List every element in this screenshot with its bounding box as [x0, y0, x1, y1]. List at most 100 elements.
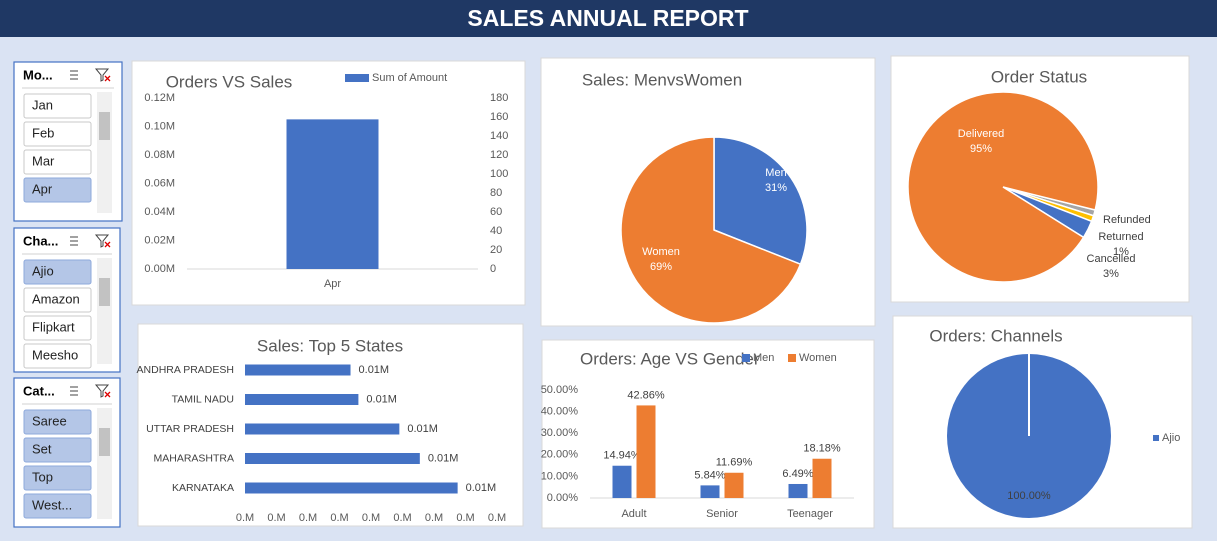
slicer-item-label[interactable]: Top — [32, 469, 53, 484]
slicer-item-label[interactable]: Apr — [32, 181, 53, 196]
y-tick-label: 0.08M — [144, 149, 175, 161]
chart-title: Sales: MenvsWomen — [582, 70, 742, 89]
slicer-item[interactable] — [23, 149, 92, 175]
data-label: 0.01M — [359, 364, 390, 376]
slicer-item[interactable] — [23, 409, 92, 435]
slicer-item[interactable] — [23, 287, 92, 313]
bar — [700, 485, 720, 498]
clear-filter-icon[interactable] — [94, 234, 110, 248]
bar — [245, 482, 458, 494]
data-label: 11.69% — [716, 457, 753, 469]
chart-title: Orders: Age VS Gender — [580, 349, 760, 368]
data-label: 14.94% — [603, 450, 641, 462]
multi-select-icon[interactable] — [70, 386, 78, 396]
slicer-item[interactable] — [23, 465, 92, 491]
slicer-item-label[interactable]: Ajio — [32, 263, 54, 278]
slice-value-label: 95% — [970, 143, 992, 155]
clear-filter-x[interactable] — [104, 241, 111, 248]
slicer-item[interactable] — [23, 493, 92, 519]
bar — [286, 119, 379, 269]
data-label: 18.18% — [803, 443, 841, 455]
y-tick-label: 0.00% — [547, 492, 578, 504]
y2-tick-label: 140 — [490, 130, 508, 142]
data-label: 0.01M — [366, 393, 397, 405]
multi-select-icon[interactable] — [70, 70, 78, 80]
scroll-thumb[interactable] — [99, 112, 110, 140]
slicer-item[interactable] — [23, 259, 92, 285]
x-tick-label: Senior — [706, 508, 738, 520]
slicer-item-label[interactable]: West... — [32, 497, 72, 512]
x-tick-label: 0.M — [362, 512, 380, 524]
slice-category-label: Cancelled — [1087, 253, 1136, 265]
scroll-track — [97, 408, 112, 519]
slicer-item-label[interactable]: Amazon — [32, 291, 80, 306]
bar — [245, 453, 420, 464]
y-tick-label: 0.10M — [144, 120, 175, 132]
slicer-item[interactable] — [23, 93, 92, 119]
x-tick-label: 0.M — [330, 512, 348, 524]
y2-tick-label: 60 — [490, 206, 502, 218]
legend-label: Men — [753, 352, 774, 364]
legend-swatch — [1153, 435, 1159, 441]
bar — [612, 465, 632, 498]
legend-swatch — [742, 354, 750, 362]
data-label: 42.86% — [627, 389, 665, 401]
y-tick-label: 40.00% — [541, 406, 579, 418]
scroll-thumb[interactable] — [99, 278, 110, 306]
x-tick-label: 0.M — [299, 512, 317, 524]
slice-category-label: Delivered — [958, 128, 1004, 140]
y2-tick-label: 120 — [490, 149, 508, 161]
bar — [245, 364, 351, 376]
data-label: 0.01M — [466, 482, 497, 494]
slicer-item-label[interactable]: Set — [32, 441, 52, 456]
scroll-track — [97, 92, 112, 213]
bar — [245, 423, 400, 435]
slicer-item[interactable] — [23, 177, 92, 203]
slicer-item-label[interactable]: Feb — [32, 125, 54, 140]
slicer-item-label[interactable]: Jan — [32, 97, 53, 112]
slicer-item-label[interactable]: Saree — [32, 413, 67, 428]
slicer-item-label[interactable]: Meesho — [32, 347, 78, 362]
slicer-item[interactable] — [23, 437, 92, 463]
clear-filter-x[interactable] — [104, 391, 111, 398]
slicer-item[interactable] — [23, 343, 92, 369]
data-label: 0.01M — [428, 452, 459, 464]
multi-select-icon[interactable] — [70, 236, 78, 246]
chart-title: Orders VS Sales — [166, 72, 293, 91]
y-tick-label: 0.06M — [144, 177, 175, 189]
y2-tick-label: 180 — [490, 92, 508, 104]
slicer-item-label[interactable]: Flipkart — [32, 319, 75, 334]
y-tick-label: 50.00% — [541, 384, 579, 396]
bar — [788, 483, 808, 498]
y2-tick-label: 20 — [490, 244, 502, 256]
clear-filter-icon[interactable] — [94, 384, 110, 398]
header-band — [0, 0, 1217, 37]
data-label: 5.84% — [694, 469, 725, 481]
y2-tick-label: 80 — [490, 187, 502, 199]
y-tick-label: 0.00M — [144, 263, 175, 275]
slicer-item[interactable] — [23, 121, 92, 147]
clear-filter-x[interactable] — [104, 75, 111, 82]
slicer-item[interactable] — [23, 315, 92, 341]
y-tick-label: 0.04M — [144, 206, 175, 218]
data-label: 0.01M — [407, 423, 438, 435]
clear-filter-icon[interactable] — [94, 68, 110, 82]
scroll-thumb[interactable] — [99, 428, 110, 456]
bar — [636, 405, 656, 498]
slicer-title: Cha... — [23, 233, 58, 248]
slice-value-label: 3% — [1103, 268, 1119, 280]
x-tick-label: 0.M — [236, 512, 254, 524]
chart-title: Order Status — [991, 67, 1087, 86]
y-tick-label: ANDHRA PRADESH — [137, 364, 234, 376]
x-tick-label: 0.M — [488, 512, 506, 524]
slice-category-label: Men — [765, 167, 786, 179]
slicer-item-label[interactable]: Mar — [32, 153, 55, 168]
y-tick-label: 30.00% — [541, 427, 579, 439]
x-tick-label: 0.M — [393, 512, 411, 524]
slicer-title: Mo... — [23, 67, 53, 82]
slice-value-label: 69% — [650, 261, 672, 273]
y2-tick-label: 0 — [490, 263, 496, 275]
legend-label: Women — [799, 352, 837, 364]
y-tick-label: UTTAR PRADESH — [146, 423, 234, 435]
